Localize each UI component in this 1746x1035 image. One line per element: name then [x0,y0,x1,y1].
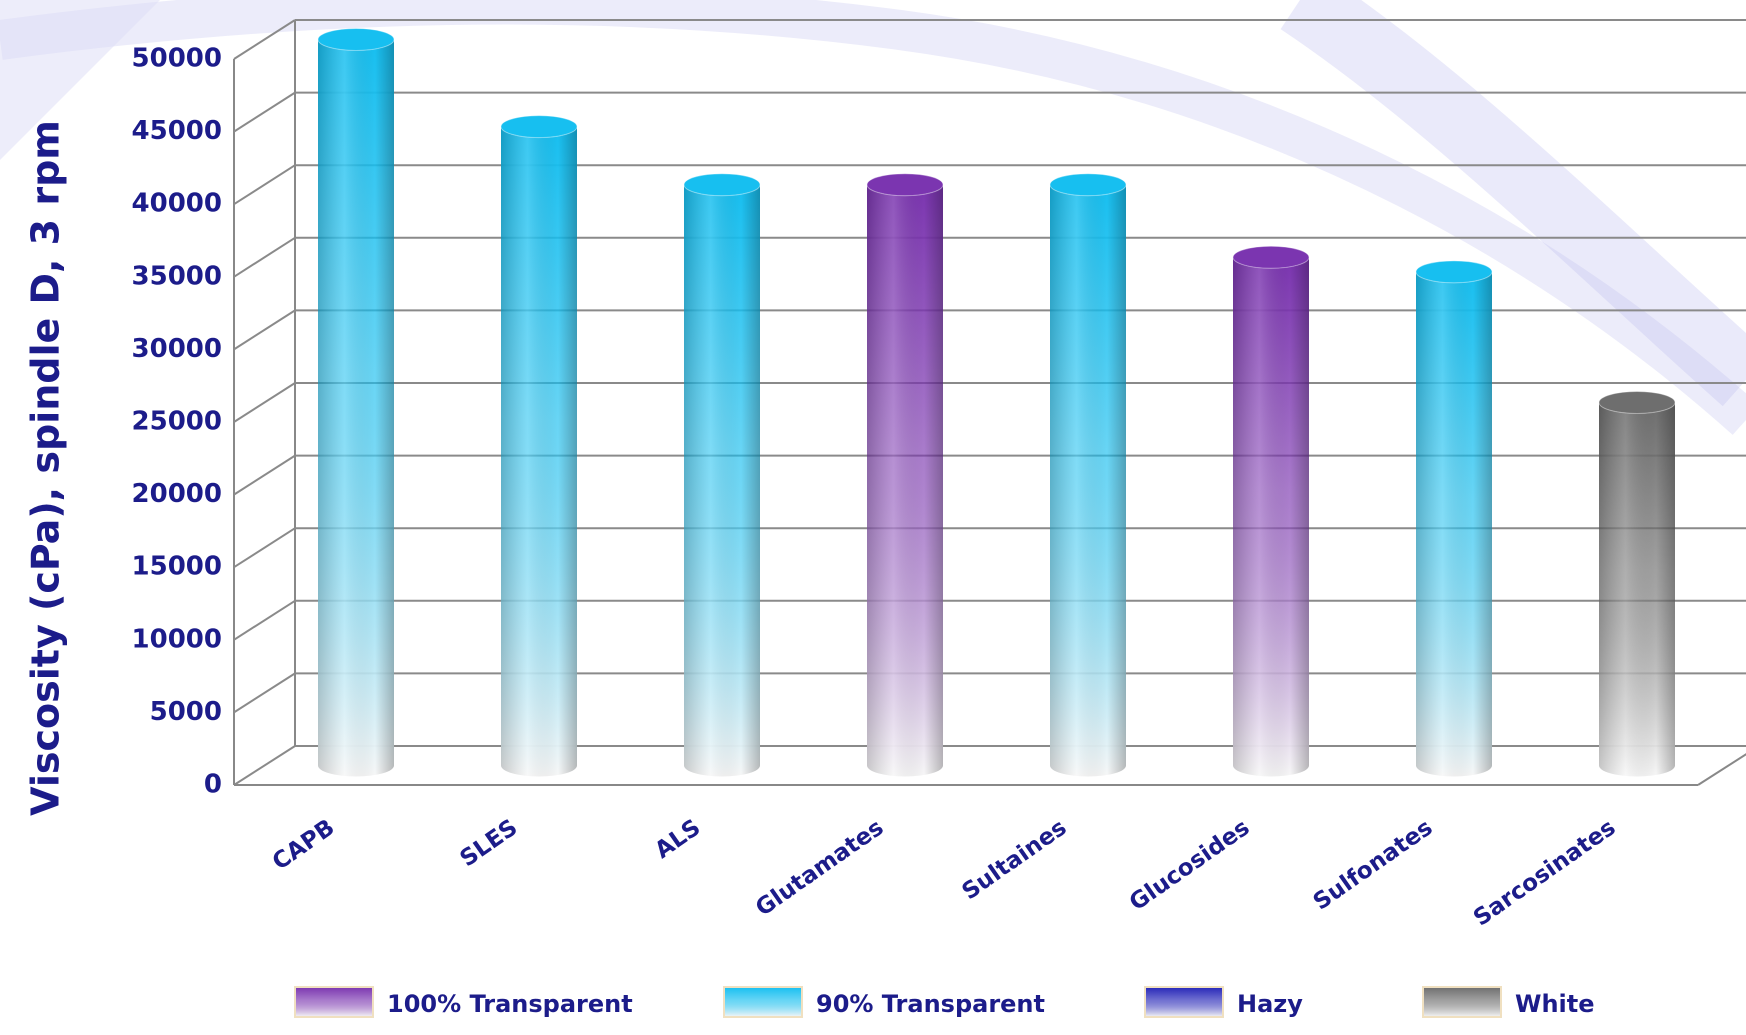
x-tick-label: CAPB [268,815,339,876]
wave [1280,0,1746,407]
legend-swatch [1144,986,1224,1018]
bar-cap [317,28,395,51]
bar-cap [866,173,944,197]
bar-shade [501,126,577,777]
bar-shade [318,39,395,777]
y-tick-label: 15000 [132,552,222,582]
grid-line [233,672,296,714]
x-tick-label: Glucosides [1125,815,1255,917]
y-tick-label: 30000 [132,334,222,364]
y-tick-label: 35000 [132,261,222,291]
legend-label: White [1515,990,1595,1018]
grid-line [233,745,296,786]
grid-line [233,19,296,60]
bar-cap [1598,391,1676,414]
floor-edge [1697,753,1746,786]
y-tick-label: 50000 [132,44,222,74]
grid-line [233,454,296,496]
bar-shade [684,184,760,777]
x-tick-label: SLES [456,815,523,873]
x-tick-label: ALS [650,815,705,864]
y-tick-label: 40000 [132,189,222,219]
legend-label: Hazy [1237,990,1303,1018]
legend-label: 90% Transparent [816,990,1045,1018]
x-tick-label: Sulfonates [1309,815,1438,916]
grid-line [233,382,296,423]
bar-shade [867,184,943,777]
wave [0,0,1746,435]
y-tick-label: 0 [204,770,222,800]
background-waves [0,0,1746,435]
grid-line [233,164,296,206]
y-tick-label: 10000 [132,624,222,654]
grid-line [233,309,296,351]
x-tick-label: Sarcosinates [1469,815,1620,932]
bar-cap [1232,245,1310,269]
grid-line [233,91,296,133]
x-tick-label: Sultaines [958,815,1072,906]
bar-cap [500,115,578,139]
legend-label: 100% Transparent [387,990,633,1018]
grid-line [233,236,296,278]
legend-swatch [294,986,374,1018]
grid-line [233,599,296,641]
x-tick-label: Glutamates [751,815,888,922]
bar-shade [1599,402,1675,777]
y-tick-label: 25000 [132,407,222,437]
bar-cap [1415,260,1493,284]
wave [0,0,160,160]
bar-cap [683,173,761,197]
bar-cap [1049,173,1127,197]
grid-line [233,527,296,569]
bar-shade [1050,184,1126,777]
legend-swatch [1422,986,1502,1018]
y-tick-label: 5000 [150,697,222,727]
y-tick-label: 20000 [132,479,222,509]
legend-swatch [723,986,803,1018]
y-axis-title: Viscosity (cPa), spindle D, 3 rpm [24,120,68,816]
y-tick-label: 45000 [132,116,222,146]
bar-shade [1416,271,1492,777]
bar-shade [1233,257,1309,777]
